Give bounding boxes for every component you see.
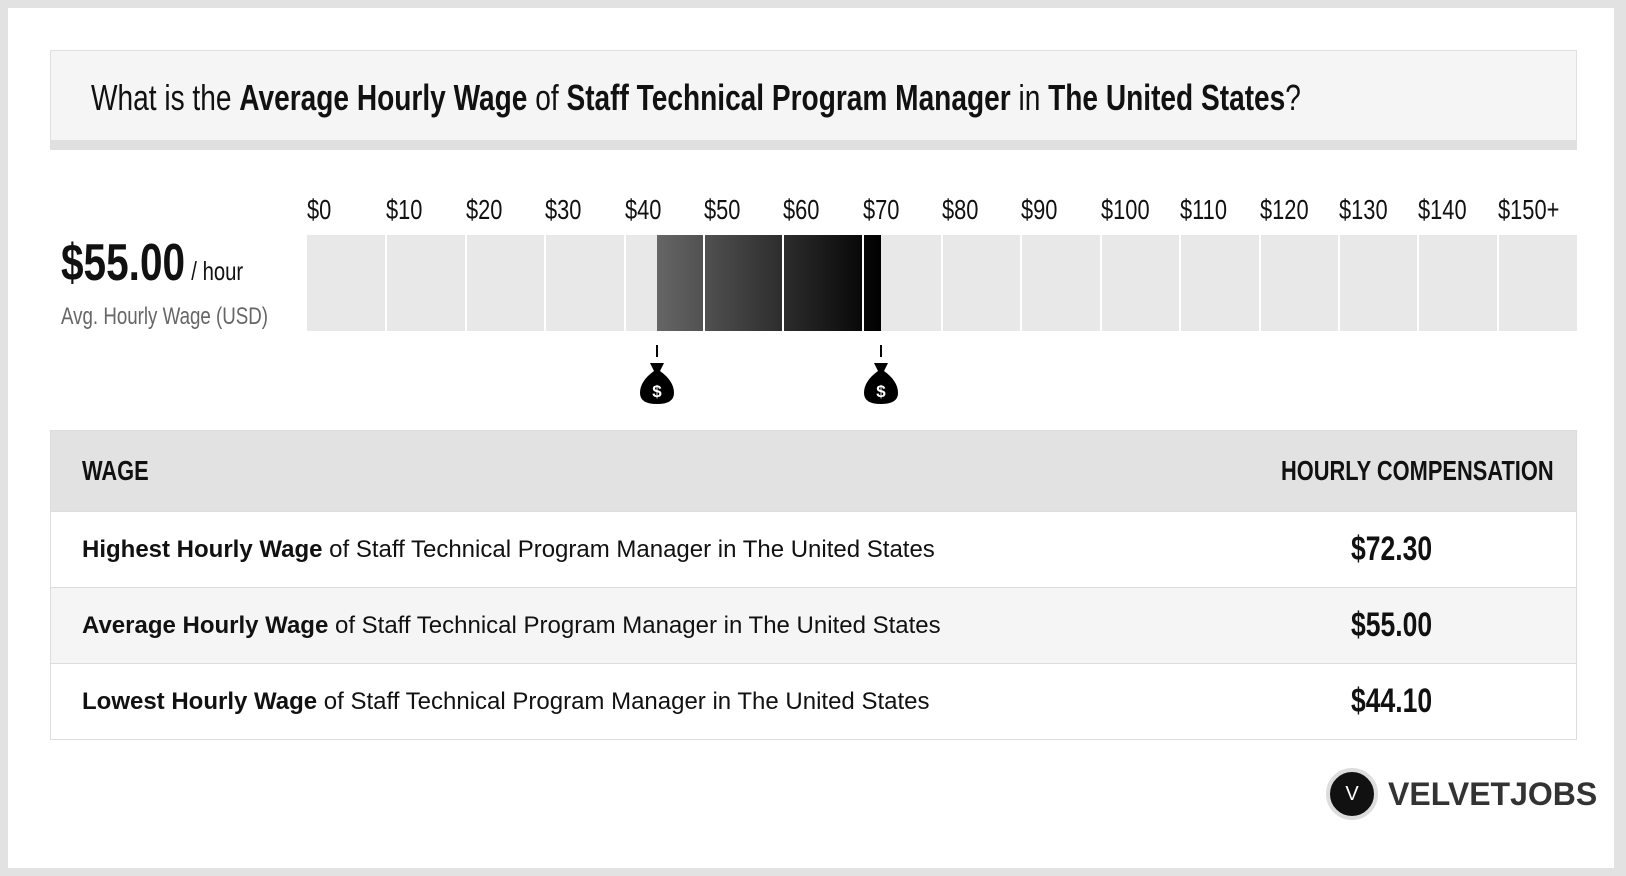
segment-divider bbox=[1417, 235, 1420, 331]
unit-label: / hour bbox=[191, 256, 244, 286]
tick-label: $50 bbox=[703, 194, 741, 225]
tick-label: $70 bbox=[862, 194, 900, 225]
segment-divider bbox=[861, 235, 864, 331]
row-label: Average Hourly Wage of Staff Technical P… bbox=[82, 612, 941, 639]
row-value: $55.00 bbox=[1351, 606, 1433, 644]
tick-label: $150+ bbox=[1497, 194, 1559, 225]
average-value: $55.00 bbox=[61, 234, 186, 292]
segment-divider bbox=[1179, 235, 1182, 331]
segment-divider bbox=[941, 235, 943, 331]
tick-label: $100 bbox=[1100, 194, 1150, 225]
velvetjobs-logo[interactable]: V VELVETJOBS bbox=[1326, 768, 1597, 820]
table-row: Average Hourly Wage of Staff Technical P… bbox=[51, 587, 1576, 663]
segment-divider bbox=[702, 235, 705, 331]
tick-label: $110 bbox=[1180, 194, 1228, 225]
title-box: What is the Average Hourly Wage of Staff… bbox=[50, 50, 1577, 150]
header-wage: WAGE bbox=[82, 455, 149, 486]
page-title: What is the Average Hourly Wage of Staff… bbox=[91, 77, 1301, 118]
average-wage: $55.00/ hour bbox=[61, 233, 295, 293]
tick-label: $20 bbox=[465, 194, 503, 225]
tick-label: $40 bbox=[624, 194, 661, 225]
segment-divider bbox=[782, 235, 785, 331]
money-bag-icon: $ bbox=[861, 345, 901, 410]
logo-mark-icon: V bbox=[1326, 768, 1378, 820]
svg-text:$: $ bbox=[652, 382, 662, 401]
table-row: Highest Hourly Wage of Staff Technical P… bbox=[51, 511, 1576, 587]
segment-divider bbox=[464, 235, 467, 331]
tick-label: $10 bbox=[386, 194, 423, 225]
row-value: $72.30 bbox=[1351, 530, 1433, 568]
tick-label: $140 bbox=[1418, 194, 1467, 225]
tick-label: $120 bbox=[1259, 194, 1309, 225]
segment-divider bbox=[1258, 235, 1261, 331]
row-value: $44.10 bbox=[1351, 682, 1433, 720]
logo-text: VELVETJOBS bbox=[1388, 775, 1598, 812]
tick-label: $0 bbox=[307, 194, 332, 225]
segment-divider bbox=[1496, 235, 1499, 331]
tick-label: $60 bbox=[783, 194, 820, 225]
scale-ticks: $0 $10 $20 $30 $40 $50 $60 $70 $80 $90 $100 $110 $12… bbox=[307, 194, 1587, 228]
money-bag-icon: $ bbox=[637, 345, 677, 410]
tick-label: $90 bbox=[1021, 194, 1058, 225]
segment-divider bbox=[544, 235, 547, 331]
range-fill bbox=[657, 235, 881, 331]
tick-label: $130 bbox=[1338, 194, 1388, 225]
tick-label: $30 bbox=[545, 194, 582, 225]
segment-divider bbox=[385, 235, 388, 331]
table-row: Lowest Hourly Wage of Staff Technical Pr… bbox=[51, 663, 1576, 739]
segment-divider bbox=[1020, 235, 1023, 331]
row-label: Highest Hourly Wage of Staff Technical P… bbox=[82, 536, 935, 563]
row-label: Lowest Hourly Wage of Staff Technical Pr… bbox=[82, 688, 930, 715]
segment-divider bbox=[1337, 235, 1340, 331]
wage-card: What is the Average Hourly Wage of Staff… bbox=[8, 8, 1614, 868]
segment-divider bbox=[1099, 235, 1102, 331]
table-header: WAGE HOURLY COMPENSATION bbox=[51, 431, 1576, 511]
wage-table: WAGE HOURLY COMPENSATION Highest Hourly … bbox=[50, 430, 1577, 740]
tick-label: $80 bbox=[942, 194, 979, 225]
header-compensation: HOURLY COMPENSATION bbox=[1281, 455, 1554, 486]
svg-text:$: $ bbox=[876, 382, 886, 401]
average-label: Avg. Hourly Wage (USD) bbox=[61, 303, 269, 330]
segment-divider bbox=[623, 235, 626, 331]
wage-range-bar bbox=[307, 235, 1577, 331]
